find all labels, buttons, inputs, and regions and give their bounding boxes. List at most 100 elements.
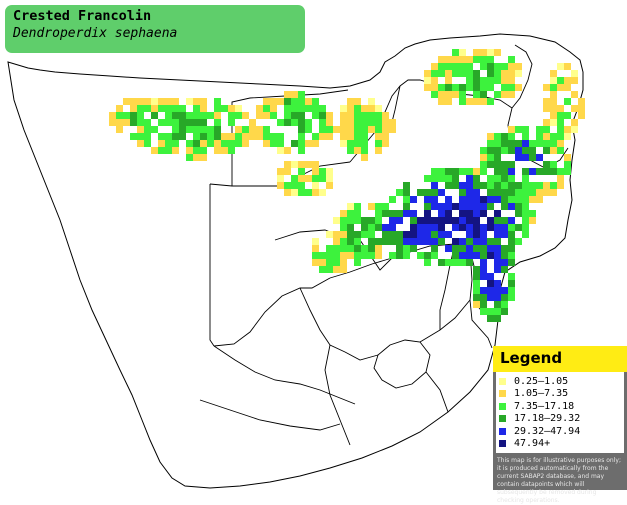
occurrence-cell	[438, 189, 445, 196]
occurrence-cell	[494, 189, 501, 196]
occurrence-cell	[487, 77, 494, 84]
legend-item: 0.25–1.05	[496, 375, 624, 388]
occurrence-cell	[494, 91, 501, 98]
occurrence-cell	[487, 70, 494, 77]
occurrence-cell	[137, 112, 144, 119]
occurrence-cell	[158, 140, 165, 147]
occurrence-cell	[508, 63, 515, 70]
occurrence-cell	[445, 196, 452, 203]
occurrence-cell	[319, 168, 326, 175]
occurrence-cell	[557, 175, 564, 182]
legend-swatch	[499, 440, 506, 448]
occurrence-cell	[494, 308, 501, 315]
occurrence-cell	[522, 189, 529, 196]
occurrence-cell	[466, 168, 473, 175]
occurrence-cell	[494, 182, 501, 189]
occurrence-cell	[522, 126, 529, 133]
occurrence-cell	[291, 161, 298, 168]
occurrence-cell	[151, 112, 158, 119]
legend-item: 7.35–17.18	[496, 400, 624, 413]
occurrence-cell	[438, 217, 445, 224]
occurrence-cell	[480, 49, 487, 56]
occurrence-cell	[494, 252, 501, 259]
occurrence-cell	[543, 168, 550, 175]
occurrence-cell	[494, 140, 501, 147]
occurrence-cell	[445, 259, 452, 266]
occurrence-cell	[144, 98, 151, 105]
occurrence-cell	[494, 245, 501, 252]
occurrence-cell	[445, 231, 452, 238]
occurrence-cell	[382, 238, 389, 245]
occurrence-cell	[550, 70, 557, 77]
occurrence-cell	[494, 147, 501, 154]
occurrence-cell	[494, 301, 501, 308]
occurrence-cell	[466, 203, 473, 210]
occurrence-cell	[200, 112, 207, 119]
occurrence-cell	[347, 217, 354, 224]
occurrence-cell	[424, 231, 431, 238]
occurrence-cell	[480, 252, 487, 259]
occurrence-cell	[473, 196, 480, 203]
occurrence-cell	[466, 189, 473, 196]
occurrence-cell	[494, 70, 501, 77]
occurrence-cell	[501, 189, 508, 196]
occurrence-cell	[354, 140, 361, 147]
occurrence-cell	[389, 119, 396, 126]
occurrence-cell	[522, 168, 529, 175]
occurrence-cell	[501, 224, 508, 231]
occurrence-cell	[354, 126, 361, 133]
occurrence-cell	[501, 161, 508, 168]
occurrence-cell	[319, 105, 326, 112]
occurrence-cell	[354, 252, 361, 259]
occurrence-cell	[354, 217, 361, 224]
occurrence-cell	[305, 175, 312, 182]
occurrence-cell	[312, 238, 319, 245]
occurrence-cell	[179, 105, 186, 112]
legend-label: 47.94+	[514, 438, 551, 450]
occurrence-cell	[326, 175, 333, 182]
occurrence-cell	[312, 182, 319, 189]
occurrence-cell	[368, 203, 375, 210]
occurrence-cell	[354, 210, 361, 217]
occurrence-cell	[487, 147, 494, 154]
occurrence-cell	[333, 245, 340, 252]
occurrence-cell	[529, 182, 536, 189]
occurrence-cell	[298, 91, 305, 98]
occurrence-cell	[109, 119, 116, 126]
occurrence-cell	[508, 133, 515, 140]
occurrence-cell	[550, 147, 557, 154]
occurrence-cell	[550, 105, 557, 112]
occurrence-cell	[571, 91, 578, 98]
occurrence-cell	[466, 98, 473, 105]
occurrence-cell	[214, 140, 221, 147]
occurrence-cell	[284, 105, 291, 112]
occurrence-cell	[354, 98, 361, 105]
occurrence-cell	[459, 217, 466, 224]
occurrence-cell	[200, 140, 207, 147]
occurrence-cell	[186, 119, 193, 126]
scientific-name: Dendroperdix sephaena	[13, 26, 178, 41]
occurrence-cell	[228, 140, 235, 147]
occurrence-cell	[403, 252, 410, 259]
occurrence-cell	[508, 161, 515, 168]
occurrence-cell	[298, 105, 305, 112]
occurrence-cell	[312, 189, 319, 196]
occurrence-cell	[480, 161, 487, 168]
occurrence-cell	[235, 112, 242, 119]
occurrence-cell	[431, 231, 438, 238]
occurrence-cell	[452, 217, 459, 224]
occurrence-cell	[550, 182, 557, 189]
occurrence-cell	[410, 245, 417, 252]
occurrence-cell	[368, 126, 375, 133]
occurrence-cell	[179, 112, 186, 119]
occurrence-cell	[214, 105, 221, 112]
occurrence-cell	[298, 175, 305, 182]
occurrence-cell	[158, 98, 165, 105]
occurrence-cell	[312, 168, 319, 175]
occurrence-cell	[256, 126, 263, 133]
occurrence-cell	[235, 140, 242, 147]
occurrence-cell	[193, 154, 200, 161]
occurrence-cell	[564, 98, 571, 105]
occurrence-cell	[452, 238, 459, 245]
occurrence-cell	[319, 252, 326, 259]
